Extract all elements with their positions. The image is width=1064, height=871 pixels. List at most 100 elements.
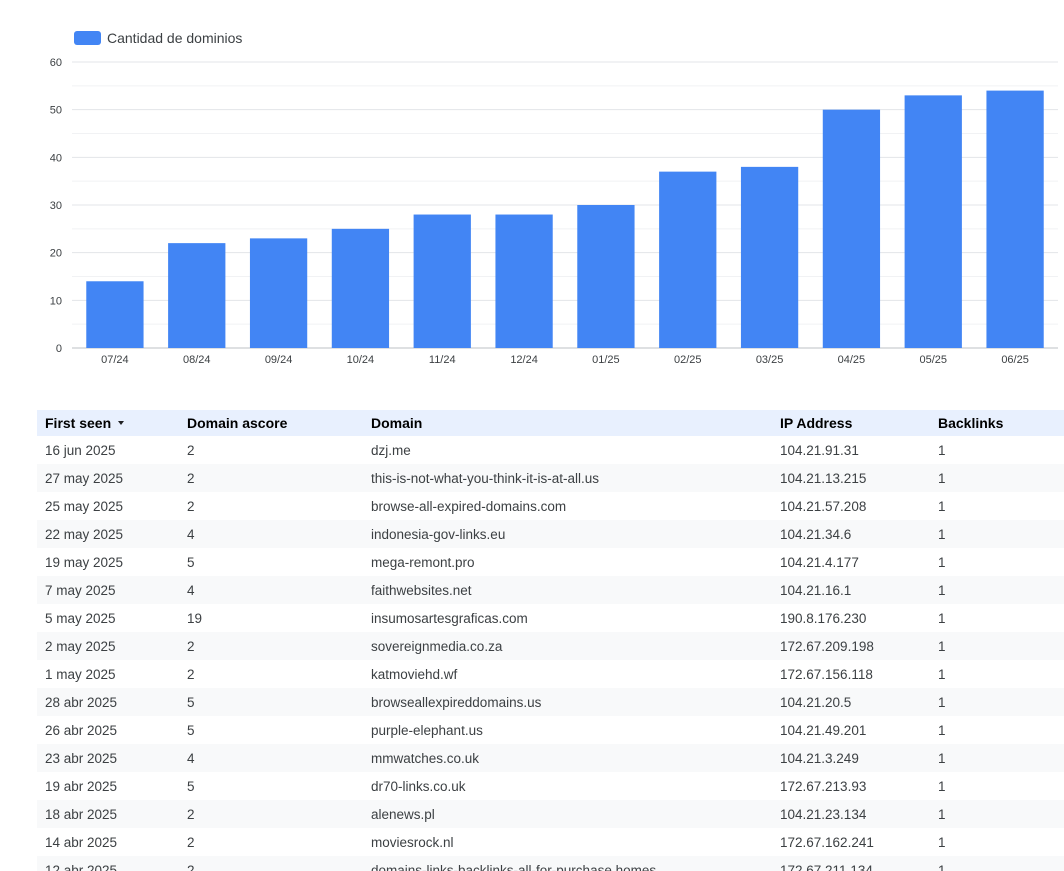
- backlinks-cell: 1: [938, 694, 946, 710]
- legend-swatch: [74, 31, 101, 45]
- domain-ascore-cell: 2: [187, 470, 195, 486]
- ip-address-cell: 190.8.176.230: [780, 610, 867, 626]
- domain-ascore-cell: 5: [187, 778, 195, 794]
- backlinks-cell: 1: [938, 442, 946, 458]
- domain-ascore-cell: 2: [187, 442, 195, 458]
- backlinks-cell: 1: [938, 778, 946, 794]
- table-row[interactable]: 18 abr 2025 2 alenews.pl 104.21.23.134 1: [37, 800, 1064, 828]
- domain-cell: sovereignmedia.co.za: [371, 638, 503, 654]
- header-ip-address[interactable]: IP Address: [780, 415, 853, 431]
- domain-cell: insumosartesgraficas.com: [371, 610, 528, 626]
- backlinks-cell: 1: [938, 610, 946, 626]
- domain-ascore-cell: 2: [187, 834, 195, 850]
- table-row[interactable]: 1 may 2025 2 katmoviehd.wf 172.67.156.118 1: [37, 660, 1064, 688]
- header-backlinks[interactable]: Backlinks: [938, 415, 1004, 431]
- backlinks-cell: 1: [938, 498, 946, 514]
- domain-cell: mega-remont.pro: [371, 554, 475, 570]
- bar: [577, 205, 635, 348]
- x-tick-label: 06/25: [1001, 354, 1029, 366]
- domain-ascore-cell: 2: [187, 498, 195, 514]
- domain-ascore-cell: 5: [187, 554, 195, 570]
- domain-cell: faithwebsites.net: [371, 582, 472, 598]
- backlinks-cell: 1: [938, 582, 946, 598]
- ip-address-cell: 104.21.4.177: [780, 554, 859, 570]
- bar: [331, 228, 390, 348]
- table-row[interactable]: 14 abr 2025 2 moviesrock.nl 172.67.162.241 1: [37, 828, 1064, 856]
- table-row[interactable]: 28 abr 2025 5 browseallexpireddomains.us 10…: [37, 688, 1064, 716]
- table-row[interactable]: 16 jun 2025 2 dzj.me 104.21.91.31 1: [37, 436, 1064, 464]
- table-row[interactable]: 5 may 2025 19 insumosartesgraficas.com 190.…: [37, 604, 1064, 632]
- legend-label: Cantidad de dominios: [107, 30, 243, 46]
- domain-cell: katmoviehd.wf: [371, 666, 458, 682]
- bar: [249, 238, 308, 348]
- backlinks-cell: 1: [938, 722, 946, 738]
- domain-cell: indonesia-gov-links.eu: [371, 526, 506, 542]
- chart-legend[interactable]: Cantidad de dominios: [74, 30, 242, 46]
- first-seen-cell: 19 may 2025: [45, 554, 124, 570]
- domain-cell: alenews.pl: [371, 806, 435, 822]
- x-tick-label: 03/25: [756, 354, 784, 366]
- ip-address-cell: 104.21.57.208: [780, 498, 867, 514]
- table-header: First seen Domain ascore Domain IP Addre…: [37, 410, 1064, 436]
- domain-cell: domains-links-backlinks-all-for-purchase…: [371, 862, 657, 871]
- backlinks-cell: 1: [938, 470, 946, 486]
- x-tick-label: 02/25: [674, 354, 702, 366]
- first-seen-cell: 5 may 2025: [45, 610, 116, 626]
- ip-address-cell: 104.21.16.1: [780, 582, 852, 598]
- ip-address-cell: 104.21.49.201: [780, 722, 867, 738]
- backlinks-cell: 1: [938, 526, 946, 542]
- ip-address-cell: 172.67.211.134: [780, 862, 873, 871]
- domain-ascore-cell: 2: [187, 666, 195, 682]
- table-row[interactable]: 2 may 2025 2 sovereignmedia.co.za 172.67.20…: [37, 632, 1064, 660]
- table-row[interactable]: 22 may 2025 4 indonesia-gov-links.eu 104.21…: [37, 520, 1064, 548]
- domain-ascore-cell: 5: [187, 694, 195, 710]
- first-seen-cell: 7 may 2025: [45, 582, 116, 598]
- domain-cell: purple-elephant.us: [371, 722, 483, 738]
- y-tick-label: 30: [50, 200, 62, 212]
- domain-ascore-cell: 2: [187, 806, 195, 822]
- table-row[interactable]: 12 abr 2025 2 domains-links-backlinks-all-…: [37, 856, 1064, 871]
- domain-ascore-cell: 4: [187, 526, 195, 542]
- y-tick-label: 60: [50, 57, 62, 69]
- header-domain-ascore[interactable]: Domain ascore: [187, 415, 288, 431]
- table-row[interactable]: 19 abr 2025 5 dr70-links.co.uk 172.67.213.9…: [37, 772, 1064, 800]
- first-seen-cell: 14 abr 2025: [45, 834, 118, 850]
- table-row[interactable]: 23 abr 2025 4 mmwatches.co.uk 104.21.3.249 1: [37, 744, 1064, 772]
- domain-cell: browse-all-expired-domains.com: [371, 498, 567, 514]
- first-seen-cell: 19 abr 2025: [45, 778, 118, 794]
- sort-desc-icon[interactable]: [118, 421, 125, 425]
- backlinks-cell: 1: [938, 750, 946, 766]
- x-tick-label: 07/24: [101, 354, 129, 366]
- bar: [413, 214, 471, 348]
- backlinks-cell: 1: [938, 806, 946, 822]
- first-seen-cell: 28 abr 2025: [45, 694, 118, 710]
- table-row[interactable]: 25 may 2025 2 browse-all-expired-domains.c…: [37, 492, 1064, 520]
- ip-address-cell: 104.21.20.5: [780, 694, 852, 710]
- domain-cell: this-is-not-what-you-think-it-is-at-all.…: [371, 470, 600, 486]
- x-tick-label: 05/25: [919, 354, 947, 366]
- y-tick-label: 0: [56, 343, 62, 355]
- bar: [740, 166, 799, 348]
- first-seen-cell: 2 may 2025: [45, 638, 116, 654]
- ip-address-cell: 104.21.34.6: [780, 526, 852, 542]
- ip-address-cell: 104.21.91.31: [780, 442, 859, 458]
- table-row[interactable]: 27 may 2025 2 this-is-not-what-you-think-i…: [37, 464, 1064, 492]
- ip-address-cell: 104.21.23.134: [780, 806, 867, 822]
- header-domain[interactable]: Domain: [371, 415, 423, 431]
- table-row[interactable]: 26 abr 2025 5 purple-elephant.us 104.21.49.…: [37, 716, 1064, 744]
- domain-cell: dzj.me: [371, 442, 411, 458]
- y-tick-label: 20: [50, 248, 62, 260]
- domain-ascore-cell: 5: [187, 722, 195, 738]
- domain-ascore-cell: 2: [187, 638, 195, 654]
- x-tick-label: 10/24: [347, 354, 375, 366]
- first-seen-cell: 22 may 2025: [45, 526, 124, 542]
- first-seen-cell: 18 abr 2025: [45, 806, 118, 822]
- first-seen-cell: 27 may 2025: [45, 470, 124, 486]
- table-row[interactable]: 19 may 2025 5 mega-remont.pro 104.21.4.177 1: [37, 548, 1064, 576]
- header-first-seen[interactable]: First seen: [37, 415, 179, 431]
- first-seen-cell: 23 abr 2025: [45, 750, 118, 766]
- ip-address-cell: 172.67.213.93: [780, 778, 867, 794]
- y-tick-label: 40: [50, 152, 62, 164]
- table-row[interactable]: 7 may 2025 4 faithwebsites.net 104.21.16.1 1: [37, 576, 1064, 604]
- bar: [904, 95, 962, 348]
